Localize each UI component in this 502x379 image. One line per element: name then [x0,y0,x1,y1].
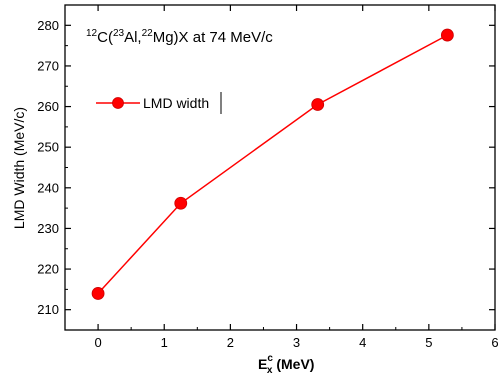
legend-label: LMD width [143,95,209,111]
y-tick-label: 240 [37,180,59,195]
y-tick-label: 220 [37,262,59,277]
x-axis-title-sup: c [267,353,273,364]
annotation-part-mg: Mg)X at 74 MeV/c [153,29,274,46]
data-point [311,98,325,111]
x-axis-title-rest: (MeV) [272,356,314,372]
x-axis-title: Ec x (MeV) [258,353,314,376]
y-tick-label: 250 [37,140,59,155]
plot-frame [64,4,496,331]
x-tick-label: 5 [425,335,432,350]
annotation-part-c: C( [97,29,113,46]
x-tick-label: 0 [94,335,101,350]
y-tick-label: 270 [37,58,59,73]
x-tick-label: 2 [227,335,234,350]
series-layer [91,28,454,300]
legend: LMD width [96,92,222,114]
data-point [91,287,105,300]
annotation-sup-23: 23 [113,28,125,39]
annotation-sup-12: 12 [86,28,98,39]
y-tick-label: 210 [37,302,59,317]
chart-annotation: 12C(23Al,22Mg)X at 74 MeV/c [86,28,273,46]
annotation-part-al: Al, [124,29,142,46]
data-point [440,28,454,42]
y-tick-label: 280 [37,18,59,33]
x-axis-title-main: E [258,356,267,372]
y-tick-label: 260 [37,99,59,114]
y-axis-title: LMD Width (MeV/c) [11,107,27,229]
y-tick-label: 230 [37,221,59,236]
x-tick-label: 3 [293,335,300,350]
x-tick-label: 6 [491,335,498,350]
x-tick-label: 4 [359,335,366,350]
x-axis-title-sub: x [267,365,273,376]
series-line [97,34,448,294]
y-axis: 210 220 230 240 250 260 270 280 [37,4,495,317]
data-point [174,196,188,210]
annotation-sup-22: 22 [142,28,154,39]
x-tick-label: 1 [161,335,168,350]
legend-marker [112,97,124,109]
